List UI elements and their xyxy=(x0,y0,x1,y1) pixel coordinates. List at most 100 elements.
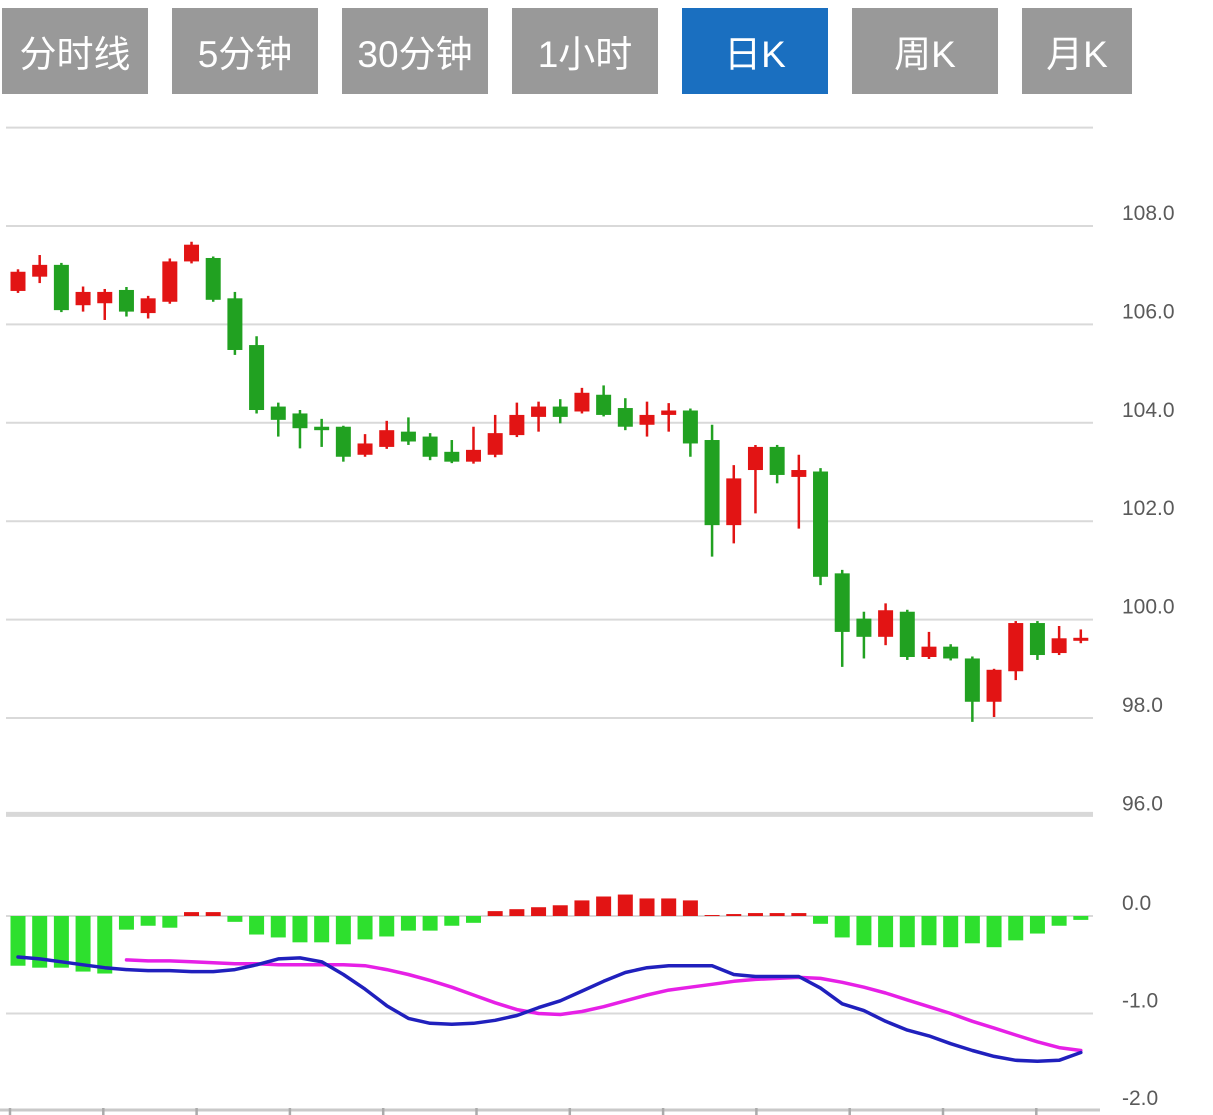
tab-timeline[interactable]: 分时线 xyxy=(2,8,148,94)
dif-line xyxy=(16,955,1083,1064)
candle-body xyxy=(531,406,547,417)
candle-body xyxy=(769,446,785,475)
y-axis-label: 108.0 xyxy=(1122,202,1175,225)
macd-bar xyxy=(227,916,243,922)
candle-body xyxy=(162,261,178,302)
candle-body xyxy=(357,443,373,455)
candle-body xyxy=(704,440,720,526)
candle-body xyxy=(596,394,612,415)
macd-bar xyxy=(118,916,134,930)
candle-body xyxy=(97,291,113,304)
tab-5min[interactable]: 5分钟 xyxy=(172,8,318,94)
macd-bar xyxy=(986,916,1002,948)
macd-bar xyxy=(813,916,829,924)
macd-bar xyxy=(32,916,48,968)
macd-bar xyxy=(162,916,178,928)
candle-body xyxy=(465,449,481,462)
candle-body xyxy=(118,289,134,312)
candle-body xyxy=(1029,623,1045,656)
macd-bar xyxy=(357,916,373,940)
macd-bar xyxy=(878,916,894,948)
candle-body xyxy=(986,669,1002,702)
macd-bar xyxy=(422,916,438,931)
macd-bar xyxy=(552,905,568,916)
candle-body xyxy=(205,257,221,300)
candle-body xyxy=(834,573,850,632)
candle-body xyxy=(856,618,872,637)
x-axis xyxy=(0,1108,1100,1115)
macd-bar xyxy=(335,916,351,945)
candle-body xyxy=(400,431,416,442)
macd-bar xyxy=(747,913,763,916)
candle-body xyxy=(249,345,265,411)
macd-bar xyxy=(249,916,265,935)
macd-bar xyxy=(53,916,69,968)
macd-bar xyxy=(379,916,395,937)
macd-bar xyxy=(487,911,503,916)
macd-histogram xyxy=(10,894,1089,974)
candle-body xyxy=(617,408,633,427)
macd-bar xyxy=(270,916,286,938)
candle-body xyxy=(487,433,503,455)
candle-body xyxy=(335,426,351,457)
macd-bar xyxy=(639,898,655,916)
macd-bar xyxy=(1073,916,1089,920)
candle-body xyxy=(791,470,807,477)
macd-bar xyxy=(661,898,677,916)
macd-bar xyxy=(400,916,416,931)
candle-body xyxy=(1051,638,1067,654)
dea-line xyxy=(124,958,1083,1053)
y-axis-label: 100.0 xyxy=(1122,596,1175,619)
macd-bar xyxy=(531,907,547,916)
period-tabbar: 分时线 5分钟 30分钟 1小时 日K 周K 月K xyxy=(2,8,1132,94)
macd-bar xyxy=(834,916,850,938)
macd-bar xyxy=(205,912,221,916)
candle-body xyxy=(813,471,829,577)
y-axis-label: -2.0 xyxy=(1122,1087,1158,1110)
macd-bar xyxy=(1051,916,1067,926)
candle-body xyxy=(1008,623,1024,672)
macd-bar xyxy=(465,916,481,923)
candlesticks xyxy=(10,241,1089,722)
macd-bar xyxy=(292,916,308,943)
candle-body xyxy=(422,436,438,457)
macd-bar xyxy=(899,916,915,948)
candle-body xyxy=(921,646,937,657)
y-axis-label: 106.0 xyxy=(1122,300,1175,323)
macd-bar xyxy=(574,900,590,916)
candle-body xyxy=(726,478,742,526)
candle-body xyxy=(140,298,156,314)
y-axis-label: 0.0 xyxy=(1122,892,1151,915)
candle-body xyxy=(878,610,894,637)
candle-body xyxy=(379,430,395,447)
tab-daily[interactable]: 日K xyxy=(682,8,828,94)
macd-bar xyxy=(769,913,785,916)
macd-bar xyxy=(617,894,633,916)
candle-body xyxy=(552,406,568,417)
candle-body xyxy=(53,264,69,311)
macd-bar xyxy=(964,916,980,944)
macd-bar xyxy=(314,916,330,943)
tab-1hour[interactable]: 1小时 xyxy=(512,8,658,94)
macd-bar xyxy=(682,900,698,916)
y-axis-label: 96.0 xyxy=(1122,792,1163,815)
candle-body xyxy=(899,611,915,657)
tab-weekly[interactable]: 周K xyxy=(852,8,998,94)
candle-body xyxy=(292,413,308,429)
macd-bar xyxy=(726,914,742,916)
candle-body xyxy=(75,291,91,306)
candle-body xyxy=(32,264,48,277)
candle-body xyxy=(682,410,698,444)
candle-body xyxy=(314,426,330,431)
candle-body xyxy=(964,658,980,702)
candle-body xyxy=(574,392,590,412)
macd-bar xyxy=(444,916,460,926)
tab-monthly[interactable]: 月K xyxy=(1022,8,1132,94)
tab-30min[interactable]: 30分钟 xyxy=(342,8,488,94)
candle-body xyxy=(1073,637,1089,641)
candle-body xyxy=(444,451,460,462)
y-axis-label: 102.0 xyxy=(1122,497,1175,520)
candle-body xyxy=(639,414,655,425)
macd-bar xyxy=(791,913,807,916)
